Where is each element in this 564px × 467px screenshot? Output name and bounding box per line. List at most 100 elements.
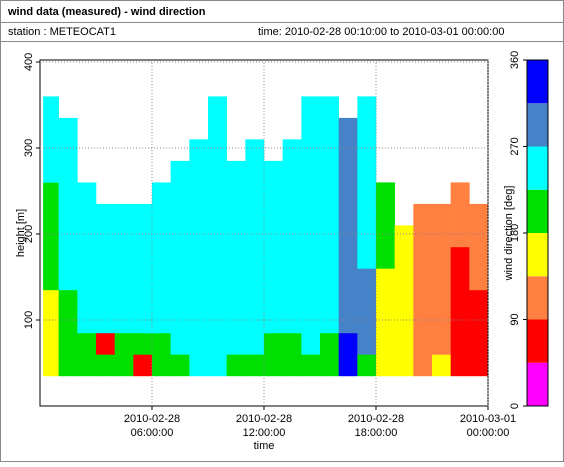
heat-cell: [133, 268, 153, 291]
heat-cell: [114, 289, 134, 312]
heat-cell: [338, 203, 358, 226]
heat-cell: [43, 311, 59, 334]
heat-cell: [226, 354, 246, 377]
heat-cell: [152, 311, 171, 334]
heat-cell: [432, 246, 451, 269]
heat-cell: [301, 117, 321, 140]
colorbar-tick-label: 0: [509, 403, 521, 409]
heat-cell: [170, 225, 190, 248]
heat-cell: [282, 311, 302, 334]
heat-cell: [58, 289, 78, 312]
heat-cell: [357, 139, 377, 162]
heat-cell: [320, 182, 339, 205]
heat-cell: [357, 182, 377, 205]
heat-cell: [432, 289, 451, 312]
heat-cell: [133, 289, 153, 312]
heat-cell: [264, 332, 283, 355]
heat-cell: [58, 332, 78, 355]
x-tick-label: 2010-02-28 18:00:00: [348, 413, 404, 439]
colorbar-swatch: [527, 362, 548, 406]
heat-cell: [469, 203, 489, 226]
heat-cell: [320, 160, 339, 183]
heat-cell: [208, 139, 227, 162]
heat-cell: [43, 225, 59, 248]
heat-cell: [320, 96, 339, 119]
heat-cell: [413, 225, 433, 248]
heat-cell: [338, 289, 358, 312]
heat-cell: [152, 268, 171, 291]
heat-cell: [208, 246, 227, 269]
heat-cell: [245, 246, 265, 269]
heat-cell: [226, 160, 246, 183]
heat-cell: [320, 139, 339, 162]
heat-cell: [208, 160, 227, 183]
heat-cell: [376, 225, 395, 248]
heat-cell: [245, 139, 265, 162]
heat-cell: [189, 203, 209, 226]
heat-cell: [226, 203, 246, 226]
heat-cell: [450, 311, 470, 334]
heat-cell: [189, 332, 209, 355]
heat-cell: [114, 225, 134, 248]
heat-cell: [77, 225, 97, 248]
y-tick-label: 400: [23, 53, 35, 71]
heat-cell: [58, 203, 78, 226]
heat-cell: [432, 332, 451, 355]
heat-cell: [338, 160, 358, 183]
heat-cell: [450, 203, 470, 226]
heat-cell: [413, 289, 433, 312]
heat-cell: [394, 268, 414, 291]
heat-cell: [320, 225, 339, 248]
heat-cell: [413, 354, 433, 377]
heat-cell: [58, 160, 78, 183]
heat-cell: [189, 160, 209, 183]
heat-cell: [469, 289, 489, 312]
heat-cell: [357, 117, 377, 140]
heat-cell: [170, 182, 190, 205]
heat-cell: [394, 311, 414, 334]
heat-cell: [301, 160, 321, 183]
heat-cell: [338, 332, 358, 355]
colorbar-tick-label: 270: [509, 137, 521, 155]
heat-cell: [301, 311, 321, 334]
heat-cell: [413, 246, 433, 269]
heat-cell: [469, 246, 489, 269]
heat-cell: [469, 354, 489, 377]
heat-cell: [77, 182, 97, 205]
heat-cell: [58, 225, 78, 248]
heat-cell: [77, 311, 97, 334]
heat-cell: [450, 246, 470, 269]
x-tick-label: 2010-03-01 00:00:00: [460, 413, 516, 439]
heat-cell: [320, 268, 339, 291]
heat-cell: [114, 354, 134, 377]
heat-cell: [245, 160, 265, 183]
heat-cell: [77, 246, 97, 269]
heat-cell: [114, 332, 134, 355]
heat-cell: [58, 117, 78, 140]
heat-cell: [376, 332, 395, 355]
heat-cell: [208, 225, 227, 248]
heat-cell: [43, 268, 59, 291]
heat-cell: [77, 203, 97, 226]
heat-cell: [413, 268, 433, 291]
heat-cell: [96, 289, 115, 312]
colorbar-tick-label: 180: [509, 224, 521, 242]
heat-cell: [301, 96, 321, 119]
heat-cell: [133, 246, 153, 269]
heat-cell: [170, 311, 190, 334]
heat-cell: [152, 332, 171, 355]
heat-cell: [301, 182, 321, 205]
heat-cell: [226, 182, 246, 205]
heat-cell: [376, 246, 395, 269]
heat-cell: [264, 354, 283, 377]
colorbar-swatch: [527, 60, 548, 104]
x-tick-label: 2010-02-28 06:00:00: [124, 413, 180, 439]
heat-cell: [189, 246, 209, 269]
heat-cell: [357, 203, 377, 226]
y-tick-label: 100: [23, 311, 35, 329]
heat-cell: [376, 203, 395, 226]
heat-cell: [264, 225, 283, 248]
heat-cell: [208, 117, 227, 140]
heat-cell: [152, 182, 171, 205]
